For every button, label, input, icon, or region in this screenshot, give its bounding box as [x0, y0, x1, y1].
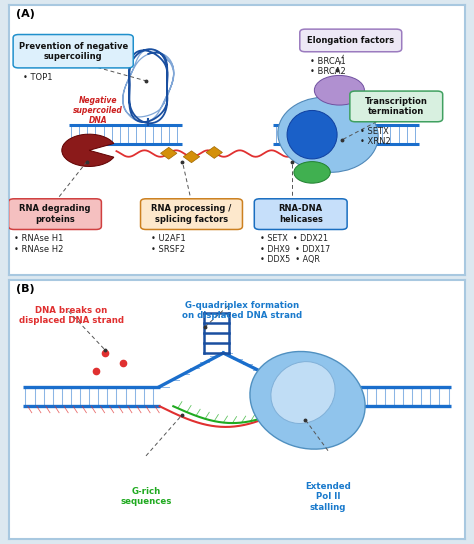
Polygon shape — [206, 146, 222, 158]
Text: • BRCA1
• BRCA2: • BRCA1 • BRCA2 — [310, 57, 346, 76]
Polygon shape — [183, 151, 200, 163]
Text: Elongation factors: Elongation factors — [307, 36, 394, 45]
FancyBboxPatch shape — [140, 199, 243, 230]
Text: • SETX  • DDX21
• DHX9  • DDX17
• DDX5  • AQR: • SETX • DDX21 • DHX9 • DDX17 • DDX5 • A… — [260, 234, 330, 264]
Text: RNA degrading
proteins: RNA degrading proteins — [19, 205, 91, 224]
Text: RNA processing /
splicing factors: RNA processing / splicing factors — [151, 205, 232, 224]
Text: Extended
Pol II
stalling: Extended Pol II stalling — [305, 482, 351, 511]
Circle shape — [294, 162, 330, 183]
FancyBboxPatch shape — [9, 199, 101, 230]
Text: G-quadriplex formation
on displaced DNA strand: G-quadriplex formation on displaced DNA … — [182, 301, 302, 320]
Text: • U2AF1
• SRSF2: • U2AF1 • SRSF2 — [151, 234, 185, 254]
Ellipse shape — [278, 97, 378, 172]
Text: • RNAse H1
• RNAse H2: • RNAse H1 • RNAse H2 — [14, 234, 64, 254]
FancyBboxPatch shape — [350, 91, 443, 122]
Text: DNA breaks on
displaced DNA strand: DNA breaks on displaced DNA strand — [18, 306, 124, 325]
FancyBboxPatch shape — [254, 199, 347, 230]
Circle shape — [314, 76, 365, 105]
Text: • TOP1: • TOP1 — [23, 73, 53, 82]
Text: Negative
supercoiled
DNA: Negative supercoiled DNA — [73, 96, 123, 126]
Ellipse shape — [271, 362, 335, 423]
Text: • SETX
• XRN2: • SETX • XRN2 — [360, 127, 391, 146]
Text: Prevention of negative
supercoiling: Prevention of negative supercoiling — [18, 41, 128, 61]
Text: (A): (A) — [16, 9, 35, 20]
Text: Transcription
termination: Transcription termination — [365, 97, 428, 116]
Ellipse shape — [250, 351, 365, 449]
FancyBboxPatch shape — [300, 29, 402, 52]
FancyBboxPatch shape — [13, 34, 133, 68]
Ellipse shape — [287, 110, 337, 159]
Polygon shape — [161, 147, 177, 159]
Text: (B): (B) — [16, 284, 35, 294]
Text: G-rich
sequences: G-rich sequences — [120, 487, 172, 506]
Wedge shape — [62, 134, 114, 166]
Text: RNA-DNA
helicases: RNA-DNA helicases — [279, 205, 323, 224]
